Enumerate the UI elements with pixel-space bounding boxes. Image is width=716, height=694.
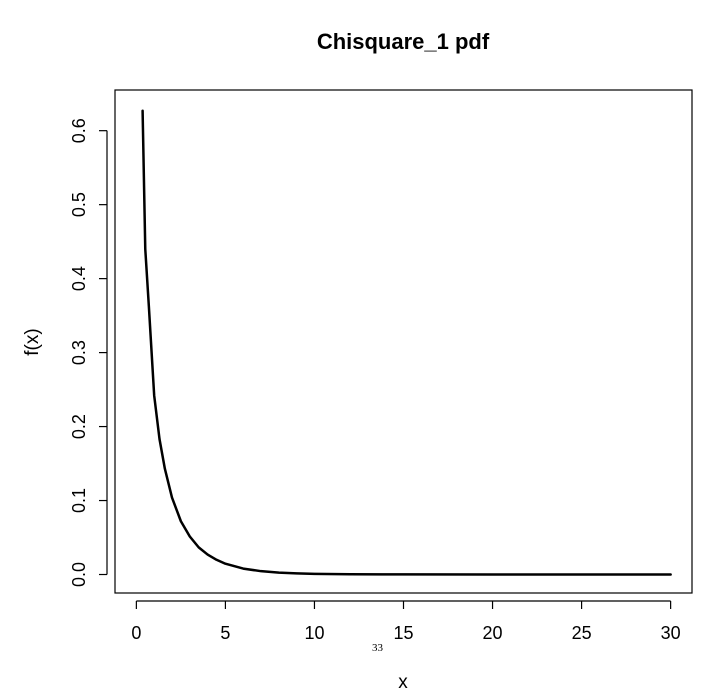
x-tick-label: 10 (304, 623, 324, 643)
chart-title: Chisquare_1 pdf (317, 29, 490, 54)
series-line (141, 109, 672, 576)
y-tick-label: 0.2 (69, 414, 89, 439)
x-axis: 0 5 10 15 20 25 30 (131, 600, 681, 643)
plot-area (114, 89, 693, 594)
x-tick-label: 0 (131, 623, 141, 643)
y-tick-label: 0.0 (69, 562, 89, 587)
y-tick-label: 0.6 (69, 118, 89, 143)
x-tick-label: 20 (483, 623, 503, 643)
y-axis: 0.0 0.1 0.2 0.3 0.4 0.5 0.6 (69, 118, 108, 587)
x-tick-label: 30 (661, 623, 681, 643)
y-tick-label: 0.5 (69, 192, 89, 217)
y-axis-label: f(x) (22, 328, 43, 355)
page-number: 33 (372, 642, 383, 654)
x-tick-label: 15 (393, 623, 413, 643)
x-tick-label: 5 (220, 623, 230, 643)
y-tick-label: 0.1 (69, 488, 89, 513)
y-tick-label: 0.3 (69, 340, 89, 365)
x-tick-label: 25 (572, 623, 592, 643)
x-axis-label: x (398, 672, 408, 693)
y-tick-label: 0.4 (69, 266, 89, 291)
